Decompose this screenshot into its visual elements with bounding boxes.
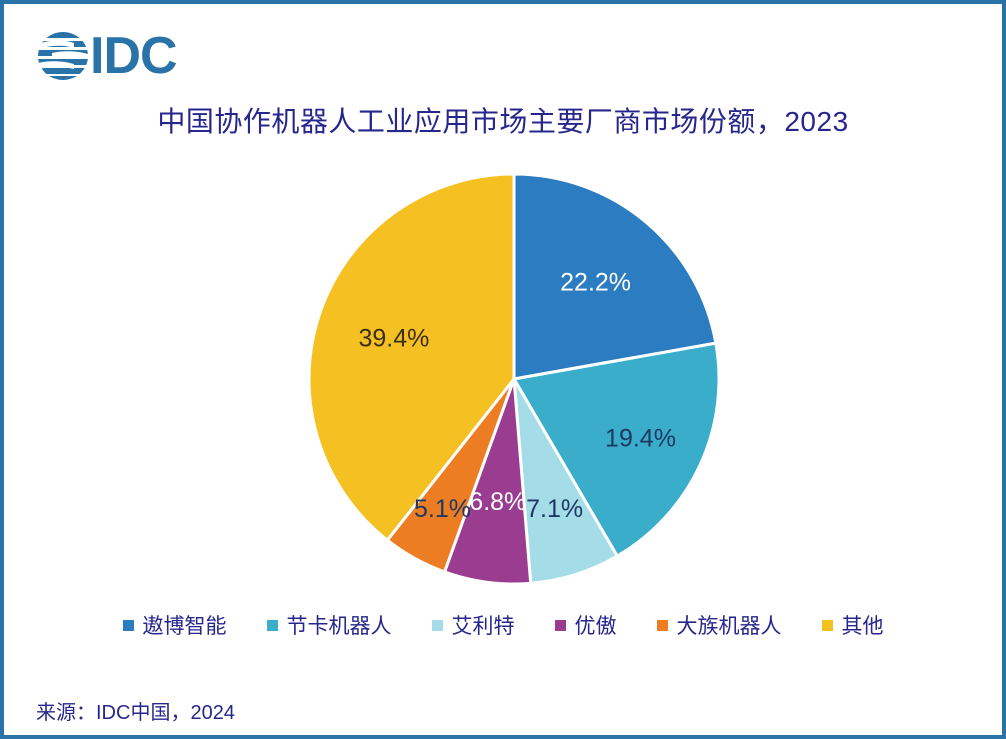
chart-legend: 遨博智能 节卡机器人 艾利特 优傲 大族机器人 其他 [4,610,1002,640]
pie-slice-group [307,172,721,586]
legend-swatch-icon [656,619,668,631]
legend-item-label: 优傲 [574,615,617,638]
idc-wordmark: IDC [90,27,178,85]
pie-slice-label: 39.4% [358,325,429,353]
legend-swatch-icon [554,619,566,631]
chart-title: 中国协作机器人工业应用市场主要厂商市场份额，2023 [157,106,849,137]
legend-swatch-icon [122,619,134,631]
source-note: 来源：IDC中国，2024 [36,702,235,724]
legend-item-label: 遨博智能 [142,615,227,638]
legend-item[interactable]: 优傲 [554,610,617,640]
pie-slice[interactable] [307,172,516,543]
legend-swatch-icon [266,619,278,631]
pie-slice[interactable] [511,341,721,559]
legend-item-label: 艾利特 [451,615,515,638]
pie-slice-label: 22.2% [560,269,631,297]
idc-logo: IDC [34,27,178,85]
idc-globe-icon [38,32,88,80]
pie-slice-label: 5.1% [414,495,471,523]
legend-item[interactable]: 遨博智能 [122,610,227,640]
pie-chart-svg: 22.2% 19.4% 7.1%6.8%5.1% 39.4% [307,172,721,586]
legend-item[interactable]: 节卡机器人 [266,610,392,640]
legend-swatch-icon [431,619,443,631]
legend-item[interactable]: 艾利特 [431,610,515,640]
legend-item[interactable]: 其他 [821,610,884,640]
pie-slice-label: 19.4% [605,425,676,453]
pie-slice-label: 6.8% [469,488,526,516]
pie-chart: 22.2% 19.4% 7.1% 6.8% 5.1% 39.4% [4,164,1002,594]
legend-item[interactable]: 大族机器人 [656,610,782,640]
pie-slice-label: 7.1% [526,495,583,523]
pie-slice[interactable] [512,172,718,381]
pie-label-group: 22.2% 19.4% 7.1%6.8%5.1% 39.4% [358,269,675,523]
legend-item-label: 节卡机器人 [286,615,392,638]
legend-item-label: 大族机器人 [676,615,782,638]
legend-swatch-icon [821,619,833,631]
legend-item-label: 其他 [841,615,884,638]
